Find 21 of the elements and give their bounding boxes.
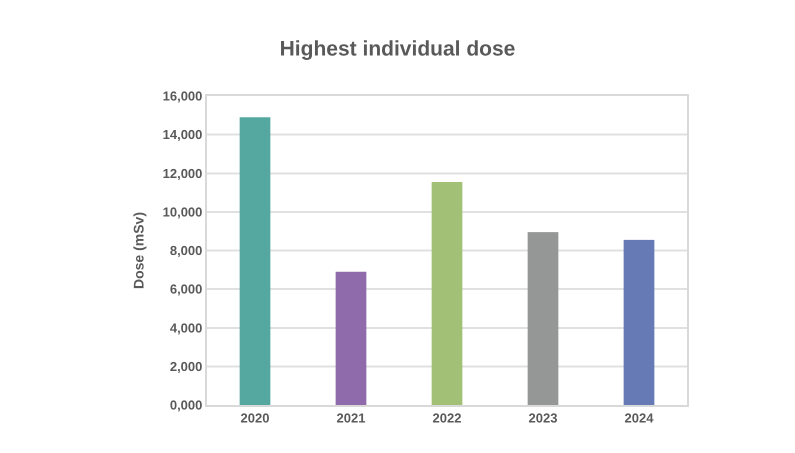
y-tick-label: 12,000 bbox=[162, 166, 202, 181]
y-tick-label: 14,000 bbox=[162, 127, 202, 142]
y-tick-label: 8,000 bbox=[170, 243, 202, 258]
y-tick-label: 10,000 bbox=[162, 204, 202, 220]
y-tick-label: 6,000 bbox=[170, 282, 202, 297]
x-tick-label: 2024 bbox=[624, 410, 654, 426]
y-axis-title: Dose (mSv) bbox=[130, 212, 147, 290]
bar bbox=[432, 182, 462, 405]
chart-title: Highest individual dose bbox=[280, 37, 516, 60]
bar bbox=[528, 232, 558, 405]
y-tick-label: 4,000 bbox=[170, 320, 202, 336]
x-tick-label: 2021 bbox=[336, 410, 366, 426]
x-tick-label: 2020 bbox=[240, 410, 270, 426]
bar bbox=[240, 117, 270, 405]
bar bbox=[624, 240, 654, 405]
y-tick-label: 2,000 bbox=[170, 358, 202, 374]
x-tick-label: 2022 bbox=[432, 410, 462, 426]
y-tick-label: 0,000 bbox=[170, 398, 202, 413]
y-tick-label: 16,000 bbox=[162, 88, 202, 104]
x-tick-label: 2023 bbox=[528, 410, 558, 426]
bar bbox=[336, 272, 366, 405]
